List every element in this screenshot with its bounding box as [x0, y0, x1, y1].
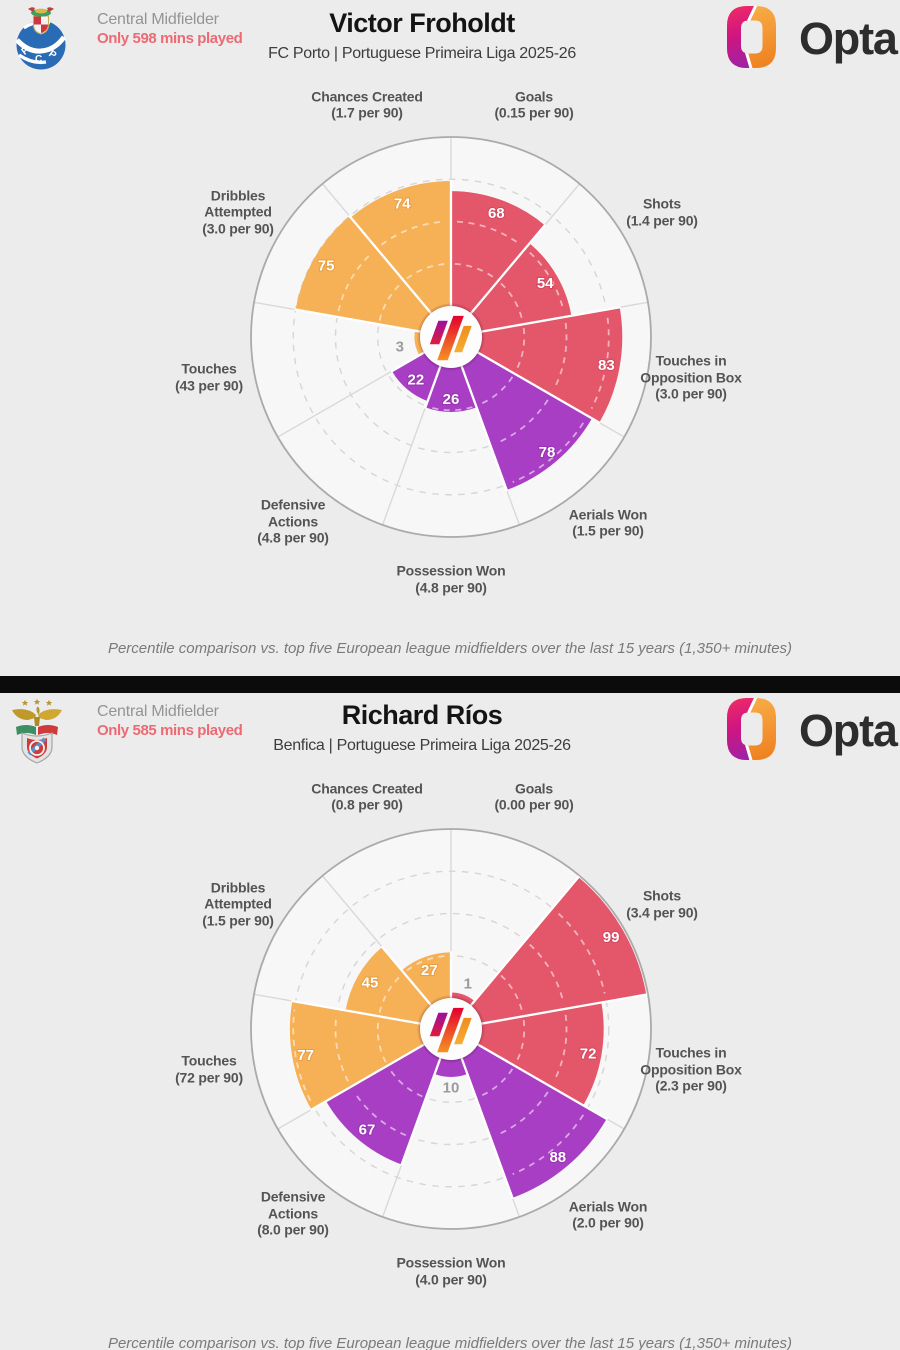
svg-text:77: 77	[297, 1047, 314, 1064]
svg-text:10: 10	[443, 1080, 460, 1097]
svg-text:78: 78	[539, 444, 556, 461]
svg-text:1: 1	[464, 976, 472, 993]
svg-text:26: 26	[443, 391, 460, 408]
svg-text:88: 88	[549, 1149, 566, 1166]
svg-text:54: 54	[537, 275, 554, 292]
svg-text:45: 45	[362, 975, 379, 992]
svg-text:27: 27	[421, 962, 438, 979]
svg-text:68: 68	[488, 205, 505, 222]
svg-text:3: 3	[396, 339, 404, 356]
svg-text:22: 22	[408, 371, 425, 388]
svg-text:C: C	[35, 54, 42, 65]
svg-text:74: 74	[394, 196, 411, 213]
svg-text:75: 75	[318, 257, 335, 274]
svg-text:99: 99	[603, 929, 620, 946]
svg-text:Opta: Opta	[799, 13, 899, 64]
svg-text:Opta: Opta	[799, 705, 899, 756]
svg-text:F: F	[20, 45, 32, 57]
svg-text:67: 67	[359, 1122, 376, 1139]
svg-text:72: 72	[580, 1046, 597, 1063]
svg-text:83: 83	[598, 357, 615, 374]
